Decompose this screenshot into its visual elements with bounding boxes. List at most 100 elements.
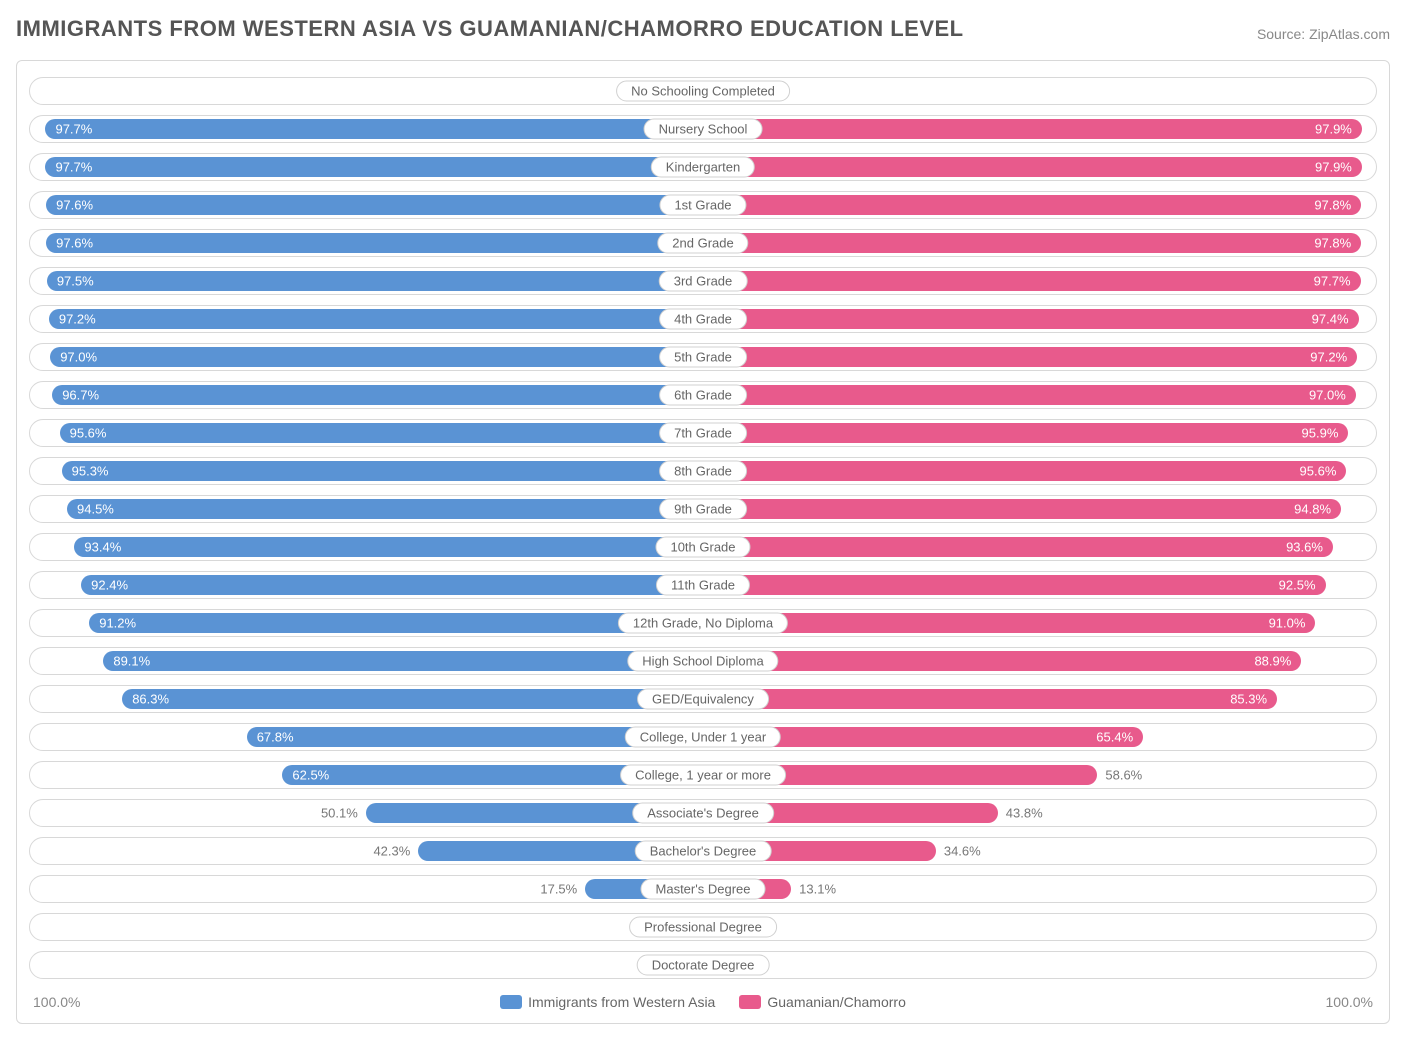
pct-right: 97.7% xyxy=(1314,274,1351,289)
pct-left: 97.0% xyxy=(60,350,97,365)
bar-left xyxy=(52,385,703,405)
category-label: Master's Degree xyxy=(641,879,766,900)
category-label: 3rd Grade xyxy=(659,271,748,292)
category-label: 8th Grade xyxy=(659,461,747,482)
category-label: High School Diploma xyxy=(627,651,778,672)
chart-row: 97.6%97.8%2nd Grade xyxy=(29,229,1377,257)
bar-right xyxy=(703,499,1341,519)
pct-left: 95.3% xyxy=(72,464,109,479)
pct-left: 97.7% xyxy=(55,160,92,175)
pct-left: 92.4% xyxy=(91,578,128,593)
category-label: Nursery School xyxy=(644,119,763,140)
pct-right: 13.1% xyxy=(799,882,836,897)
category-label: 10th Grade xyxy=(655,537,750,558)
chart-row: 62.5%58.6%College, 1 year or more xyxy=(29,761,1377,789)
chart-row: 67.8%65.4%College, Under 1 year xyxy=(29,723,1377,751)
pct-right: 97.4% xyxy=(1312,312,1349,327)
bar-right xyxy=(703,537,1333,557)
pct-right: 85.3% xyxy=(1230,692,1267,707)
bar-right xyxy=(703,119,1362,139)
category-label: College, 1 year or more xyxy=(620,765,786,786)
category-label: Associate's Degree xyxy=(632,803,774,824)
right-axis-max: 100.0% xyxy=(1326,994,1373,1010)
category-label: 5th Grade xyxy=(659,347,747,368)
bar-left xyxy=(81,575,703,595)
legend-item-right: Guamanian/Chamorro xyxy=(739,994,906,1010)
category-label: Bachelor's Degree xyxy=(635,841,772,862)
pct-left: 97.6% xyxy=(56,236,93,251)
chart-row: 50.1%43.8%Associate's Degree xyxy=(29,799,1377,827)
pct-right: 34.6% xyxy=(944,844,981,859)
chart-row: 96.7%97.0%6th Grade xyxy=(29,381,1377,409)
category-label: College, Under 1 year xyxy=(625,727,781,748)
pct-right: 95.9% xyxy=(1302,426,1339,441)
chart-row: 93.4% 93.6% 10th Grade xyxy=(29,533,1377,561)
category-label: GED/Equivalency xyxy=(637,689,769,710)
legend: Immigrants from Western Asia Guamanian/C… xyxy=(500,994,906,1010)
bar-left xyxy=(45,157,703,177)
bar-left xyxy=(50,347,703,367)
chart-row: 97.7% 97.9% Nursery School xyxy=(29,115,1377,143)
pct-left: 42.3% xyxy=(373,844,410,859)
chart-row: 95.3%95.6%8th Grade xyxy=(29,457,1377,485)
bar-right xyxy=(703,651,1301,671)
bar-left xyxy=(74,537,703,557)
category-label: 7th Grade xyxy=(659,423,747,444)
bar-right xyxy=(703,157,1362,177)
bar-right xyxy=(703,689,1277,709)
bar-right xyxy=(703,423,1348,443)
pct-right: 92.5% xyxy=(1279,578,1316,593)
bar-left xyxy=(122,689,703,709)
chart-footer: 100.0% Immigrants from Western Asia Guam… xyxy=(29,989,1377,1015)
pct-left: 97.6% xyxy=(56,198,93,213)
pct-right: 65.4% xyxy=(1096,730,1133,745)
bar-left xyxy=(60,423,703,443)
bar-left xyxy=(49,309,703,329)
bar-left xyxy=(46,195,703,215)
bar-left xyxy=(89,613,703,633)
pct-left: 96.7% xyxy=(62,388,99,403)
bar-left xyxy=(45,119,703,139)
bar-right xyxy=(703,271,1361,291)
source-name: ZipAtlas.com xyxy=(1309,26,1390,42)
chart-row: 97.5% 97.7% 3rd Grade xyxy=(29,267,1377,295)
legend-label-right: Guamanian/Chamorro xyxy=(767,994,906,1010)
chart-row: 97.6% 97.8% 1st Grade xyxy=(29,191,1377,219)
source-attribution: Source: ZipAtlas.com xyxy=(1257,26,1390,42)
pct-left: 97.7% xyxy=(55,122,92,137)
chart-row: 89.1%88.9%High School Diploma xyxy=(29,647,1377,675)
pct-right: 97.0% xyxy=(1309,388,1346,403)
chart-row: 5.4%3.8%Professional Degree xyxy=(29,913,1377,941)
pct-right: 58.6% xyxy=(1105,768,1142,783)
pct-right: 97.9% xyxy=(1315,160,1352,175)
chart-title: IMMIGRANTS FROM WESTERN ASIA VS GUAMANIA… xyxy=(16,16,964,42)
chart-row: 94.5%94.8%9th Grade xyxy=(29,495,1377,523)
pct-right: 88.9% xyxy=(1254,654,1291,669)
pct-right: 97.8% xyxy=(1314,236,1351,251)
category-label: 11th Grade xyxy=(656,575,750,596)
chart-row: 2.3%2.2%No Schooling Completed xyxy=(29,77,1377,105)
pct-left: 17.5% xyxy=(540,882,577,897)
chart-row: 92.4% 92.5% 11th Grade xyxy=(29,571,1377,599)
category-label: No Schooling Completed xyxy=(616,81,790,102)
pct-right: 94.8% xyxy=(1294,502,1331,517)
bar-right xyxy=(703,461,1346,481)
pct-right: 97.9% xyxy=(1315,122,1352,137)
pct-left: 97.5% xyxy=(57,274,94,289)
legend-label-left: Immigrants from Western Asia xyxy=(528,994,715,1010)
legend-swatch-right xyxy=(739,995,761,1009)
bar-right xyxy=(703,347,1357,367)
bar-right xyxy=(703,195,1361,215)
chart-row: 97.0%97.2%5th Grade xyxy=(29,343,1377,371)
bar-left xyxy=(67,499,703,519)
pct-right: 43.8% xyxy=(1006,806,1043,821)
education-level-chart: 2.3%2.2%No Schooling Completed 97.7% 97.9%… xyxy=(16,60,1390,1024)
pct-left: 93.4% xyxy=(84,540,121,555)
category-label: 1st Grade xyxy=(659,195,746,216)
category-label: 9th Grade xyxy=(659,499,747,520)
pct-left: 97.2% xyxy=(59,312,96,327)
pct-right: 93.6% xyxy=(1286,540,1323,555)
pct-right: 91.0% xyxy=(1269,616,1306,631)
pct-right: 97.8% xyxy=(1314,198,1351,213)
chart-row: 86.3%85.3%GED/Equivalency xyxy=(29,685,1377,713)
